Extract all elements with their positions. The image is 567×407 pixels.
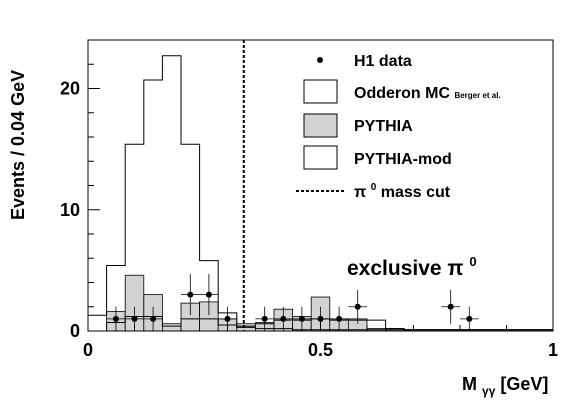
legend: H1 data Odderon MC Berger et al. PYTHIA … [296, 53, 501, 201]
x-axis-label-main: M [462, 374, 477, 394]
x-tick-label: 0.5 [308, 340, 333, 360]
data-point [280, 315, 287, 322]
data-point [150, 315, 157, 322]
data-point [131, 315, 138, 322]
legend-marker-odderon [303, 79, 338, 104]
y-tick-label: 10 [60, 200, 80, 220]
legend-label-mass-cut: π 0 mass cut [354, 177, 451, 201]
pythia-bin [161, 323, 182, 332]
data-point [466, 315, 473, 322]
legend-marker-pythia [303, 113, 338, 138]
legend-label-odderon: Odderon MC Berger et al. [354, 85, 501, 102]
data-point [224, 315, 231, 322]
annotation-superscript: 0 [469, 254, 476, 269]
annotation-text: exclusive π [347, 257, 463, 280]
x-tick-label: 1 [548, 340, 558, 360]
annotation-exclusive-pi0: exclusive π 0 [347, 254, 477, 280]
data-point [187, 291, 194, 298]
legend-label-odderon-main: Odderon MC [354, 85, 450, 102]
legend-label-odderon-suffix: Berger et al. [454, 91, 500, 100]
x-axis-label-unit: [GeV] [500, 374, 548, 394]
data-point [336, 315, 343, 322]
legend-marker-h1-data [317, 57, 323, 63]
data-point [205, 291, 212, 298]
data-point [317, 315, 324, 322]
legend-label-h1-data: H1 data [354, 53, 412, 70]
legend-label-pythia-mod: PYTHIA-mod [354, 151, 452, 168]
data-point [298, 315, 305, 322]
data-point [112, 315, 119, 322]
x-axis-label-sub: γγ [482, 384, 496, 398]
x-axis-label: M γγ [GeV] [462, 374, 548, 399]
y-tick-label: 20 [60, 79, 80, 99]
legend-label-mass-cut-sup: 0 [371, 182, 377, 193]
data-points-layer [106, 274, 479, 331]
legend-label-pythia: PYTHIA [354, 118, 413, 135]
legend-marker-pythia-mod [303, 145, 338, 170]
legend-label-mass-cut-pi: π [354, 184, 366, 201]
legend-label-mass-cut-text: mass cut [381, 184, 451, 201]
data-point [354, 303, 361, 310]
y-tick-label: 0 [70, 321, 80, 341]
pythia-mod-outline [88, 315, 554, 332]
data-point [261, 315, 268, 322]
x-tick-label: 0 [83, 340, 93, 360]
y-axis-label: Events / 0.04 GeV [8, 70, 28, 220]
data-point [447, 303, 454, 310]
